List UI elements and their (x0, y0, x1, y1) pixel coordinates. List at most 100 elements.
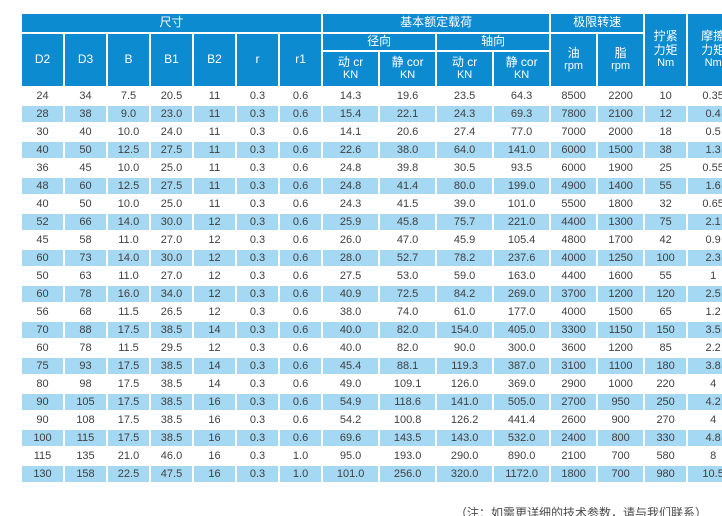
cell: 1150 (598, 321, 644, 338)
footnote-clipped: （注：如需更详细的技术参数，请与我们联系） (455, 506, 708, 516)
cell: 2100 (551, 447, 597, 464)
cell: 7800 (551, 105, 597, 122)
cell: 180 (645, 357, 687, 374)
cell: 47.0 (380, 231, 436, 248)
cell: 1600 (598, 267, 644, 284)
table-body: 24 34 7.5 20.5 11 0.3 0.6 14.3 19.6 23.5 64.3 8500 2… (22, 87, 722, 482)
cell: 45 (65, 159, 106, 176)
cell: 141.0 (494, 141, 550, 158)
cell: 93.5 (494, 159, 550, 176)
cell: 53.0 (380, 267, 436, 284)
cell: 2.3 (688, 249, 722, 266)
cell: 2400 (551, 429, 597, 446)
cell: 14.0 (108, 249, 149, 266)
cell: 7.5 (108, 87, 149, 104)
cell: 0.3 (237, 213, 278, 230)
cell: 12.5 (108, 141, 149, 158)
cell: 38.5 (151, 429, 192, 446)
cell: 45.9 (437, 231, 493, 248)
cell: 1500 (598, 303, 644, 320)
cell: 27.5 (323, 267, 379, 284)
cell: 38 (65, 105, 106, 122)
cell: 330 (645, 429, 687, 446)
cell: 55 (645, 267, 687, 284)
cell: 11.0 (108, 231, 149, 248)
cell: 143.0 (437, 429, 493, 446)
cell: 11 (194, 195, 235, 212)
radial-dyn-label: 动 cr (337, 54, 364, 69)
cell: 105.4 (494, 231, 550, 248)
cell: 269.0 (494, 285, 550, 302)
cell: 150 (645, 321, 687, 338)
cell: 45 (22, 231, 63, 248)
cell: 0.3 (237, 249, 278, 266)
cell: 0.3 (237, 447, 278, 464)
cell: 0.6 (280, 105, 322, 122)
cell: 2000 (598, 123, 644, 140)
axial-dyn-label: 动 cr (451, 54, 478, 69)
cell: 10.5 (688, 465, 722, 482)
cell: 108 (65, 411, 106, 428)
cell: 154.0 (437, 321, 493, 338)
cell: 1.2 (688, 303, 722, 320)
col-b: B (108, 34, 149, 86)
subgroup-axial: 轴向 (437, 34, 550, 50)
group-load: 基本额定载荷 (323, 14, 550, 32)
table-header: 尺寸 基本额定载荷 极限转速 拧紧 力矩 Nm 摩擦 力矩 Nm D2 D3 B… (22, 14, 722, 86)
subgroup-radial: 径向 (323, 34, 436, 50)
cell: 0.6 (280, 411, 322, 428)
cell: 220 (645, 375, 687, 392)
col-axial-static: 静 cor KN (494, 51, 550, 86)
cell: 405.0 (494, 321, 550, 338)
cell: 256.0 (380, 465, 436, 482)
cell: 950 (598, 393, 644, 410)
cell: 88.1 (380, 357, 436, 374)
group-size: 尺寸 (22, 14, 322, 32)
cell: 800 (598, 429, 644, 446)
cell: 0.6 (280, 231, 322, 248)
cell: 3.8 (688, 357, 722, 374)
cell: 30 (22, 123, 63, 140)
col-d2: D2 (22, 34, 63, 86)
cell: 45.4 (323, 357, 379, 374)
cell: 20.5 (151, 87, 192, 104)
cell: 0.3 (237, 195, 278, 212)
cell: 0.6 (280, 177, 322, 194)
axial-stat-label: 静 cor (505, 54, 538, 69)
cell: 38.5 (151, 321, 192, 338)
cell: 38.0 (323, 303, 379, 320)
cell: 3600 (551, 339, 597, 356)
cell: 54.9 (323, 393, 379, 410)
cell: 193.0 (380, 447, 436, 464)
cell: 8500 (551, 87, 597, 104)
cell: 0.3 (237, 159, 278, 176)
col-grease-rpm: 脂 rpm (598, 34, 644, 86)
cell: 4900 (551, 177, 597, 194)
cell: 0.6 (280, 339, 322, 356)
cell: 90 (22, 411, 63, 428)
cell: 24.8 (323, 177, 379, 194)
tighten-unit: Nm (657, 57, 675, 70)
cell: 90 (22, 393, 63, 410)
cell: 25.0 (151, 159, 192, 176)
cell: 60 (65, 177, 106, 194)
cell: 0.3 (237, 231, 278, 248)
oil-label: 油 (567, 45, 580, 60)
cell: 69.6 (323, 429, 379, 446)
cell: 2100 (598, 105, 644, 122)
cell: 0.5 (688, 123, 722, 140)
cell: 65 (645, 303, 687, 320)
cell: 16 (194, 411, 235, 428)
cell: 72.5 (380, 285, 436, 302)
cell: 34 (65, 87, 106, 104)
col-tighten-torque: 拧紧 力矩 Nm (645, 14, 687, 86)
cell: 75 (645, 213, 687, 230)
cell: 41.5 (380, 195, 436, 212)
cell: 1100 (598, 357, 644, 374)
cell: 0.3 (237, 141, 278, 158)
table-row: 56 68 11.5 26.5 12 0.3 0.6 38.0 74.0 61.0 177.0 400… (22, 303, 722, 320)
cell: 19.6 (380, 87, 436, 104)
cell: 25.9 (323, 213, 379, 230)
cell: 38.5 (151, 393, 192, 410)
cell: 28.0 (323, 249, 379, 266)
